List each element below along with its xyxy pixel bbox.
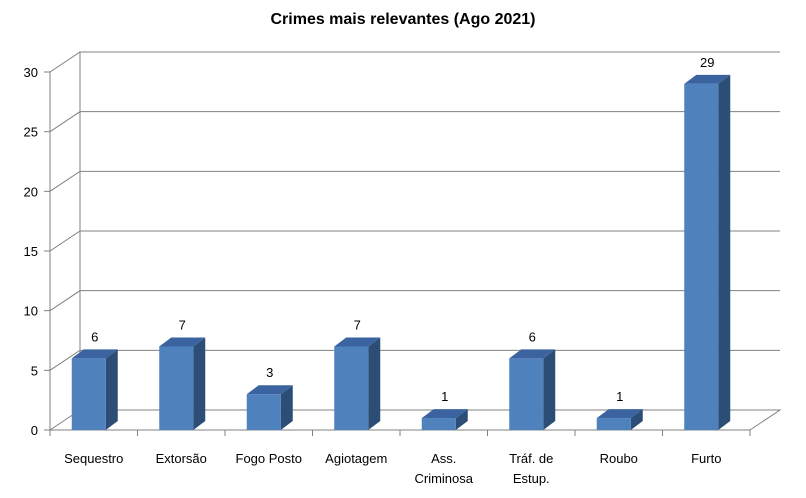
bar-front (509, 358, 544, 430)
bar (159, 337, 206, 430)
x-category-label: Extorsão (156, 451, 207, 466)
bar (421, 409, 468, 430)
bar (509, 349, 556, 430)
x-category-label-line: Estup. (513, 471, 550, 486)
x-category-label: Sequestro (64, 451, 123, 466)
bars (71, 74, 731, 430)
y-tick-label: 30 (24, 65, 38, 80)
y-tick-label: 5 (31, 363, 38, 378)
bar-top (684, 74, 731, 84)
bar-side (280, 385, 293, 430)
x-category-label-line: Sequestro (64, 451, 123, 466)
bar-front (596, 418, 631, 430)
bar-front (684, 83, 719, 430)
bar (71, 349, 118, 430)
data-label: 6 (529, 329, 536, 344)
x-category-label-line: Furto (691, 451, 721, 466)
gridline (49, 111, 780, 133)
bar-side (543, 349, 556, 430)
x-category-label-line: Ass. (431, 451, 456, 466)
x-category-label-line: Extorsão (156, 451, 207, 466)
bar-side (718, 74, 731, 430)
bar-side (193, 337, 206, 430)
labels: 0 5 10 15 20 25 30 6 Sequestro 7 Extorsão 3 Fogo Pos… (24, 55, 722, 486)
bar-top (159, 337, 206, 347)
bar-side (630, 409, 643, 430)
x-category-label: Tráf. de Estup. (509, 451, 553, 486)
data-label: 29 (700, 55, 714, 70)
x-category-label-line: Criminosa (414, 471, 473, 486)
bar-side (455, 409, 468, 430)
bar (334, 337, 381, 430)
x-category-label-line: Agiotagem (325, 451, 387, 466)
x-category-label-line: Tráf. de (509, 451, 553, 466)
x-category-label: Roubo (600, 451, 638, 466)
bar-side (368, 337, 381, 430)
bar-side (105, 349, 118, 430)
bar (684, 74, 731, 430)
x-category-label-line: Roubo (600, 451, 638, 466)
axes (44, 52, 782, 436)
y-tick-label: 10 (24, 304, 38, 319)
bar (246, 385, 293, 430)
y-tick-label: 0 (31, 423, 38, 438)
gridlines (49, 51, 780, 371)
x-category-label: Furto (691, 451, 721, 466)
gridline (49, 230, 780, 252)
data-label: 7 (354, 317, 361, 332)
bar-front (334, 346, 369, 430)
y-tick-label: 20 (24, 184, 38, 199)
data-label: 7 (179, 317, 186, 332)
data-label: 3 (266, 365, 273, 380)
bar-top (334, 337, 381, 347)
data-label: 6 (91, 329, 98, 344)
bar (596, 409, 643, 430)
gridline (49, 51, 780, 73)
bar-front (421, 418, 456, 430)
chart-title: Crimes mais relevantes (Ago 2021) (270, 11, 535, 28)
x-category-label-line: Fogo Posto (236, 451, 303, 466)
bar-front (71, 358, 106, 430)
bar-top (596, 409, 643, 419)
y-tick-label: 25 (24, 125, 38, 140)
x-category-label: Agiotagem (325, 451, 387, 466)
bar-front (159, 346, 194, 430)
gridline (49, 170, 780, 192)
bar-front (246, 394, 281, 430)
gridline (49, 290, 780, 312)
y-tick-label: 15 (24, 244, 38, 259)
bar-top (71, 349, 118, 359)
data-label: 1 (616, 389, 623, 404)
bar-top (509, 349, 556, 359)
data-label: 1 (441, 389, 448, 404)
x-category-label: Fogo Posto (236, 451, 303, 466)
bar-top (246, 385, 293, 395)
bar-top (421, 409, 468, 419)
x-category-label: Ass. Criminosa (414, 451, 473, 486)
